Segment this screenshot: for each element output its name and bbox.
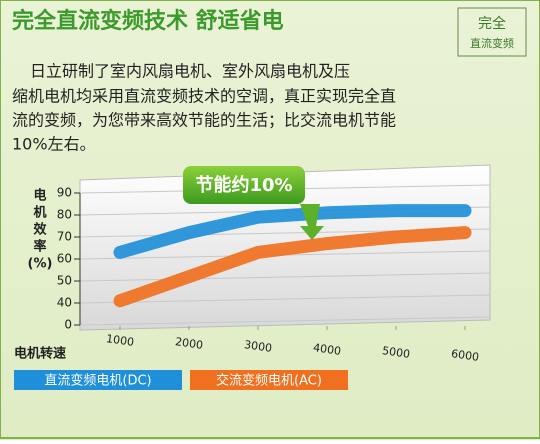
y-tick-label: 50 (57, 274, 72, 288)
description-line: 流的变频，为您带来高效节能的生活；比交流电机节能 (12, 111, 396, 130)
x-tick-label: 4000 (312, 341, 342, 358)
x-tick-label: 6000 (450, 347, 480, 364)
badge-box (457, 7, 527, 57)
description-line: 日立研制了室内风扇电机、室外风扇电机及压 (30, 62, 350, 81)
legend-label: 直流变频电机(DC) (44, 373, 151, 389)
series-ribbon (113, 226, 472, 308)
legend-swatch (190, 370, 348, 390)
description-line: 缩机电机均采用直流变频技术的空调，真正实现完全直 (12, 87, 396, 106)
y-tick-label: 80 (57, 208, 72, 222)
y-tick-label: 70 (57, 230, 72, 244)
y-tick-label: 0 (64, 318, 72, 332)
grid-line (79, 272, 491, 282)
callout-box (183, 166, 305, 204)
y-tick-label: 40 (57, 296, 72, 310)
callout-text: 节能约10% (195, 174, 292, 196)
x-axis-label: 电机转速 (14, 346, 66, 362)
plot: 0 40 50 60 70 80 90 1000 2000 3000 4000 5000 6000 (57, 184, 491, 364)
y-axis-label: (%) (28, 257, 53, 272)
series-ribbon (113, 204, 472, 259)
badge-text: 完全 (478, 15, 506, 32)
description-line: 10%左右。 (12, 135, 96, 154)
legend-swatch (14, 370, 182, 390)
y-axis-label: 电 (33, 188, 46, 204)
x-tick-label: 2000 (174, 335, 204, 352)
title: 完全直流变频技术 舒适省电 (12, 8, 284, 34)
badge-text: 直流变频 (470, 36, 514, 50)
x-tick-label: 5000 (381, 344, 411, 361)
y-axis-label: 机 (33, 205, 46, 221)
y-axis-label: 率 (33, 239, 46, 255)
grid-line (79, 316, 491, 326)
x-tick-label: 3000 (243, 338, 273, 355)
legend-label: 交流变频电机(AC) (216, 373, 322, 389)
y-tick-label: 60 (57, 252, 72, 266)
grid-line (79, 294, 491, 304)
x-tick-label: 1000 (105, 332, 135, 349)
callout-arrow (300, 204, 324, 240)
y-tick-label: 90 (57, 186, 72, 200)
y-axis-label: 效 (33, 222, 47, 238)
